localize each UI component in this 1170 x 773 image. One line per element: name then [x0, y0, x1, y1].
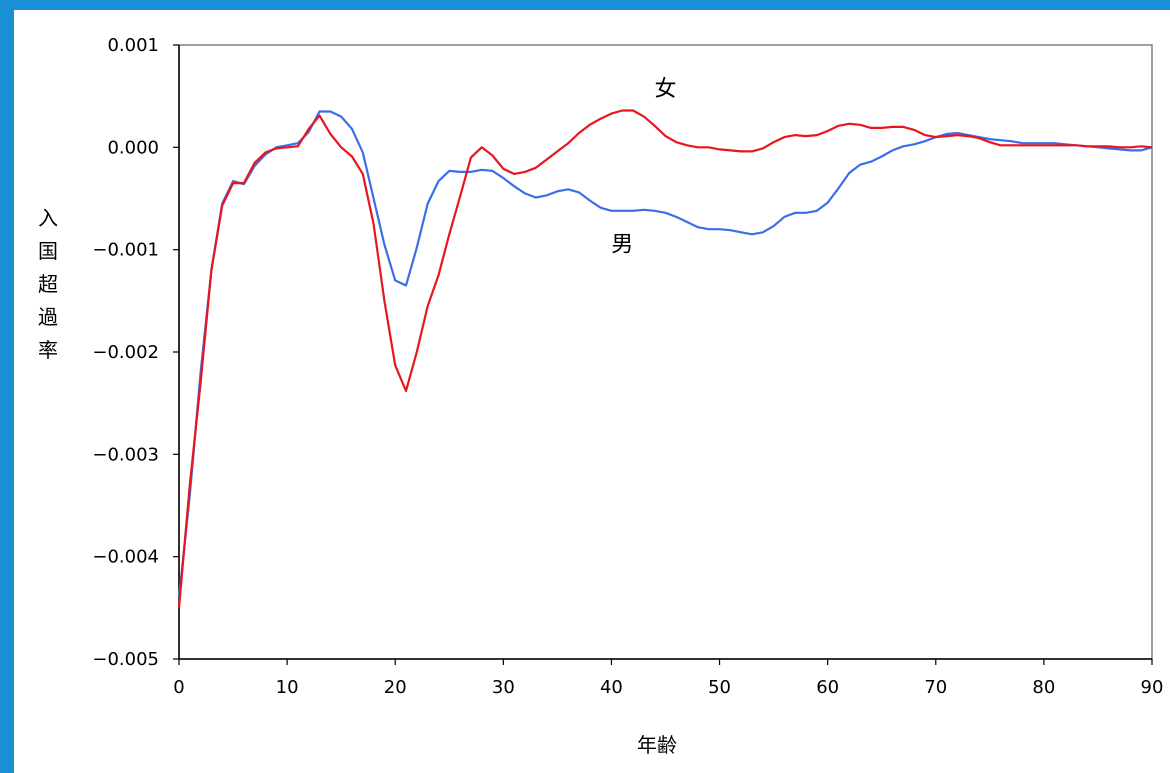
- x-tick-label: 90: [1141, 677, 1164, 698]
- series-lines: [177, 109, 1153, 608]
- x-tick-label: 40: [600, 677, 623, 698]
- y-tick-label: −0.002: [92, 342, 159, 363]
- x-tick-label: 80: [1032, 677, 1055, 698]
- x-tick-label: 70: [924, 677, 947, 698]
- y-tick-label: −0.003: [92, 444, 159, 465]
- series-line-1: [177, 109, 1153, 608]
- y-axis-title: 入国超過率: [38, 206, 58, 362]
- y-tick-label: −0.005: [92, 649, 159, 670]
- ticks: 0 10 20 30 40 50 60 70 80 90 0.001 0.000 −0.001 −0.00…: [92, 35, 1163, 698]
- series-labels: 男女: [611, 77, 676, 258]
- y-tick-label: −0.004: [92, 547, 159, 568]
- series-label-1: 女: [654, 77, 676, 102]
- line-chart: 0 10 20 30 40 50 60 70 80 90 0.001 0.000 −0.001 −0.00…: [38, 35, 1163, 757]
- chart-frame: 0 10 20 30 40 50 60 70 80 90 0.001 0.000 −0.001 −0.00…: [14, 10, 1170, 773]
- series-label-0: 男: [611, 233, 633, 258]
- y-tick-label: 0.001: [107, 35, 159, 56]
- x-tick-label: 10: [276, 677, 299, 698]
- x-tick-label: 50: [708, 677, 731, 698]
- x-axis-title: 年齢: [637, 733, 677, 757]
- x-tick-label: 30: [492, 677, 515, 698]
- series-line-0: [177, 110, 1153, 598]
- y-tick-label: 0.000: [107, 137, 159, 158]
- x-tick-label: 60: [816, 677, 839, 698]
- x-tick-label: 0: [173, 677, 184, 698]
- y-tick-label: −0.001: [92, 240, 159, 261]
- x-tick-label: 20: [384, 677, 407, 698]
